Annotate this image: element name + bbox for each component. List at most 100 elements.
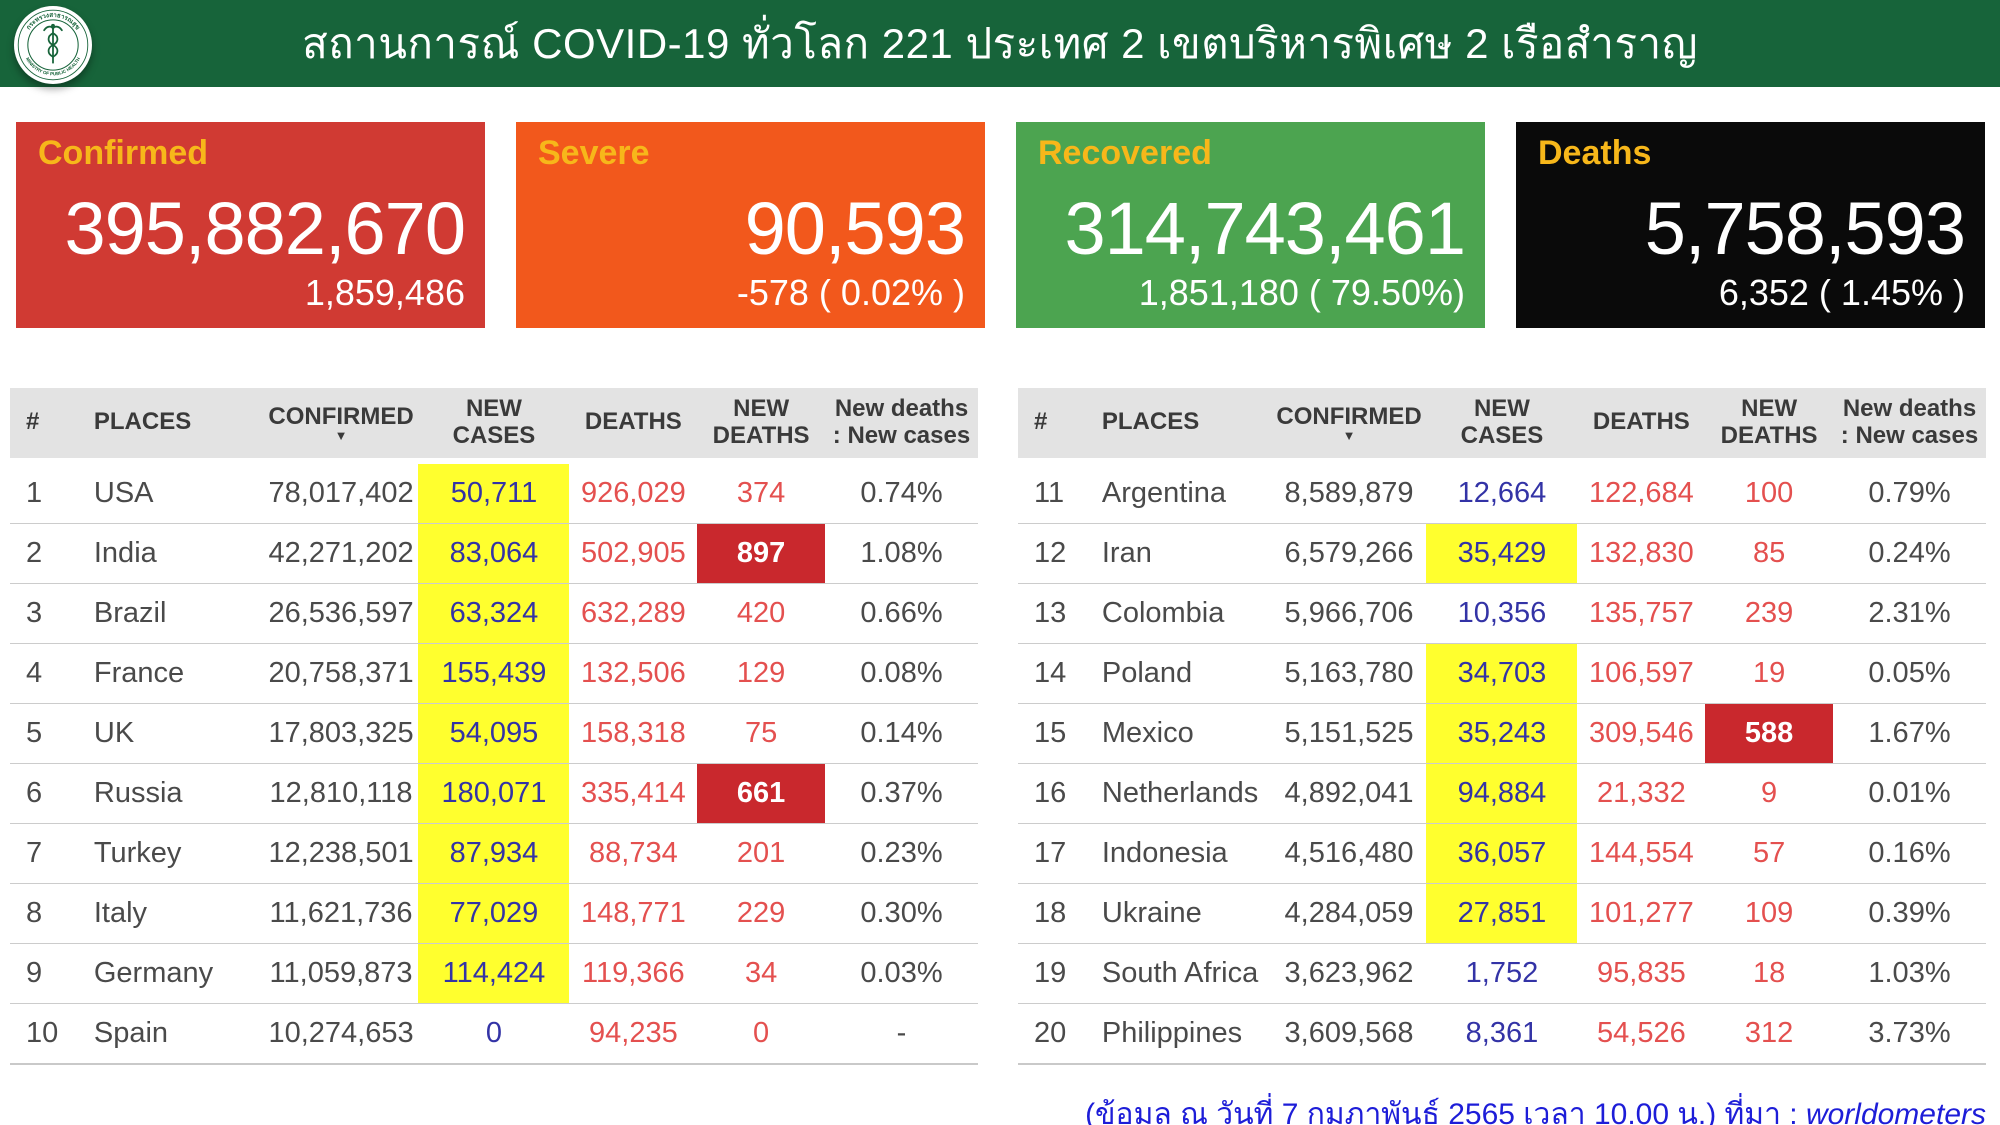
- header-bar: กระทรวงสาธารณสุข MINISTRY OF PUBLIC HEAL…: [0, 0, 2000, 87]
- data-source-note: (ข้อมูล ณ วันที่ 7 กุมภาพันธ์ 2565 เวลา …: [0, 1065, 2000, 1125]
- countries-table-1-10: # PLACES CONFIRMED ▼ NEW CASES DEATHS NEW…: [10, 388, 978, 1065]
- confirmed-card-label: Confirmed: [38, 134, 208, 172]
- table-row: 14 Poland 5,163,780 34,703 106,597 19 0.…: [1018, 643, 1986, 704]
- new-cases-cell: 35,243: [1426, 703, 1578, 764]
- sort-desc-icon: ▼: [334, 428, 348, 444]
- confirmed-cell: 6,579,266: [1271, 523, 1427, 584]
- deaths-column-header: DEATHS: [569, 388, 698, 464]
- new-deaths-cell: 374: [697, 460, 825, 524]
- new-cases-cell: 83,064: [418, 523, 570, 584]
- place-cell: Russia: [73, 763, 264, 824]
- ratio-cell: 0.39%: [1833, 883, 1986, 944]
- confirmed-column-header[interactable]: CONFIRMED ▼: [263, 388, 419, 464]
- table-row: 7 Turkey 12,238,501 87,934 88,734 201 0.…: [10, 823, 978, 884]
- new-deaths-cell: 85: [1705, 523, 1833, 584]
- ratio-cell: 0.74%: [825, 460, 978, 524]
- confirmed-daily-change: 1,859,486: [304, 272, 465, 313]
- deaths-cell: 54,526: [1577, 1003, 1706, 1065]
- recovered-daily-change: 1,851,180 ( 79.50%): [1138, 272, 1465, 313]
- ratio-cell: 3.73%: [1833, 1003, 1986, 1065]
- ratio-cell: -: [825, 1003, 978, 1065]
- rank-cell: 10: [10, 1003, 74, 1065]
- table-row: 17 Indonesia 4,516,480 36,057 144,554 57…: [1018, 823, 1986, 884]
- caduceus-icon: [43, 25, 63, 64]
- place-cell: India: [73, 523, 264, 584]
- ratio-cell: 0.23%: [825, 823, 978, 884]
- rank-cell: 11: [1018, 460, 1082, 524]
- new-deaths-cell: 239: [1705, 583, 1833, 644]
- ministry-of-public-health-logo: กระทรวงสาธารณสุข MINISTRY OF PUBLIC HEAL…: [14, 6, 92, 84]
- new-deaths-cell: 229: [697, 883, 825, 944]
- sort-desc-icon: ▼: [1342, 428, 1356, 444]
- deaths-cell: 132,506: [569, 643, 698, 704]
- confirmed-cell: 3,623,962: [1271, 943, 1427, 1004]
- rank-cell: 16: [1018, 763, 1082, 824]
- new-cases-cell: 114,424: [418, 943, 570, 1004]
- confirmed-cell: 17,803,325: [263, 703, 419, 764]
- confirmed-cell: 10,274,653: [263, 1003, 419, 1065]
- new-deaths-cell: 100: [1705, 460, 1833, 524]
- new-cases-cell: 12,664: [1426, 460, 1578, 524]
- confirmed-cell: 4,284,059: [1271, 883, 1427, 944]
- ratio-cell: 0.16%: [1833, 823, 1986, 884]
- recovered-card: Recovered 314,743,461 1,851,180 ( 79.50%…: [1016, 122, 1485, 328]
- ratio-cell: 0.79%: [1833, 460, 1986, 524]
- new-deaths-cell: 19: [1705, 643, 1833, 704]
- recovered-card-label: Recovered: [1038, 134, 1212, 172]
- deaths-cell: 106,597: [1577, 643, 1706, 704]
- place-cell: USA: [73, 460, 264, 524]
- deaths-daily-change: 6,352 ( 1.45% ): [1718, 272, 1965, 313]
- rank-cell: 13: [1018, 583, 1082, 644]
- rank-cell: 15: [1018, 703, 1082, 764]
- place-cell: Indonesia: [1081, 823, 1272, 884]
- deaths-cell: 502,905: [569, 523, 698, 584]
- new-cases-cell: 35,429: [1426, 523, 1578, 584]
- confirmed-cell: 20,758,371: [263, 643, 419, 704]
- confirmed-cell: 78,017,402: [263, 460, 419, 524]
- source-link[interactable]: worldometers: [1805, 1097, 1986, 1125]
- new-deaths-cell: 588: [1705, 703, 1833, 764]
- deaths-cell: 335,414: [569, 763, 698, 824]
- table-row: 13 Colombia 5,966,706 10,356 135,757 239…: [1018, 583, 1986, 644]
- rank-cell: 9: [10, 943, 74, 1004]
- table-row: 8 Italy 11,621,736 77,029 148,771 229 0.…: [10, 883, 978, 944]
- confirmed-column-header[interactable]: CONFIRMED ▼: [1271, 388, 1427, 464]
- severe-card-label: Severe: [538, 134, 650, 172]
- new-deaths-cell: 420: [697, 583, 825, 644]
- table-row: 2 India 42,271,202 83,064 502,905 897 1.…: [10, 523, 978, 584]
- deaths-cell: 88,734: [569, 823, 698, 884]
- new-deaths-cell: 18: [1705, 943, 1833, 1004]
- deaths-column-header: DEATHS: [1577, 388, 1706, 464]
- ratio-cell: 0.24%: [1833, 523, 1986, 584]
- table-row: 4 France 20,758,371 155,439 132,506 129 …: [10, 643, 978, 704]
- new-cases-cell: 155,439: [418, 643, 570, 704]
- deaths-cell: 119,366: [569, 943, 698, 1004]
- place-cell: Philippines: [1081, 1003, 1272, 1065]
- new-cases-cell: 180,071: [418, 763, 570, 824]
- rank-cell: 5: [10, 703, 74, 764]
- place-cell: Italy: [73, 883, 264, 944]
- deaths-cell: 95,835: [1577, 943, 1706, 1004]
- data-timestamp: (ข้อมูล ณ วันที่ 7 กุมภาพันธ์ 2565 เวลา …: [1085, 1097, 1806, 1125]
- table-row: 1 USA 78,017,402 50,711 926,029 374 0.74…: [10, 460, 978, 524]
- summary-cards: Confirmed 395,882,670 1,859,486 Severe 9…: [16, 122, 1985, 328]
- ratio-cell: 0.01%: [1833, 763, 1986, 824]
- new-cases-cell: 34,703: [1426, 643, 1578, 704]
- places-column-header: PLACES: [73, 388, 264, 464]
- table-row: 12 Iran 6,579,266 35,429 132,830 85 0.24…: [1018, 523, 1986, 584]
- new-deaths-cell: 312: [1705, 1003, 1833, 1065]
- deaths-cell: 94,235: [569, 1003, 698, 1065]
- rank-cell: 3: [10, 583, 74, 644]
- confirmed-cell: 11,059,873: [263, 943, 419, 1004]
- ratio-cell: 0.05%: [1833, 643, 1986, 704]
- new-cases-column-header: NEW CASES: [1426, 388, 1578, 464]
- place-cell: Poland: [1081, 643, 1272, 704]
- table-header-row: # PLACES CONFIRMED ▼ NEW CASES DEATHS NEW…: [10, 388, 978, 464]
- deaths-cell: 632,289: [569, 583, 698, 644]
- country-tables: # PLACES CONFIRMED ▼ NEW CASES DEATHS NEW…: [10, 388, 1986, 1065]
- countries-table-11-20: # PLACES CONFIRMED ▼ NEW CASES DEATHS NEW…: [1018, 388, 1986, 1065]
- places-column-header: PLACES: [1081, 388, 1272, 464]
- ratio-cell: 1.08%: [825, 523, 978, 584]
- new-deaths-cell: 75: [697, 703, 825, 764]
- deaths-cell: 926,029: [569, 460, 698, 524]
